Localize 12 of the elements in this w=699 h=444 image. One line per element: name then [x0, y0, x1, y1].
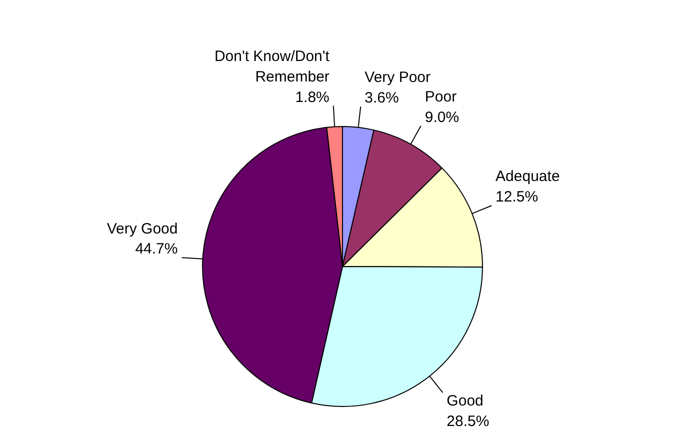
data-label: 1.8%	[295, 88, 330, 106]
slice-label: Very Good	[106, 220, 178, 238]
slice-label: Adequate	[496, 168, 560, 186]
slice-label: Don't Know/Don't Remember	[214, 48, 330, 86]
data-label: 3.6%	[364, 90, 399, 107]
data-label: 9.0%	[424, 108, 460, 126]
slice-label: Poor	[424, 88, 457, 106]
slice-label: Good	[446, 392, 484, 410]
data-label: 28.5%	[446, 412, 490, 430]
slice-label: Very Poor	[364, 69, 431, 86]
data-label: 44.7%	[135, 240, 178, 258]
data-label: 12.5%	[496, 188, 538, 206]
